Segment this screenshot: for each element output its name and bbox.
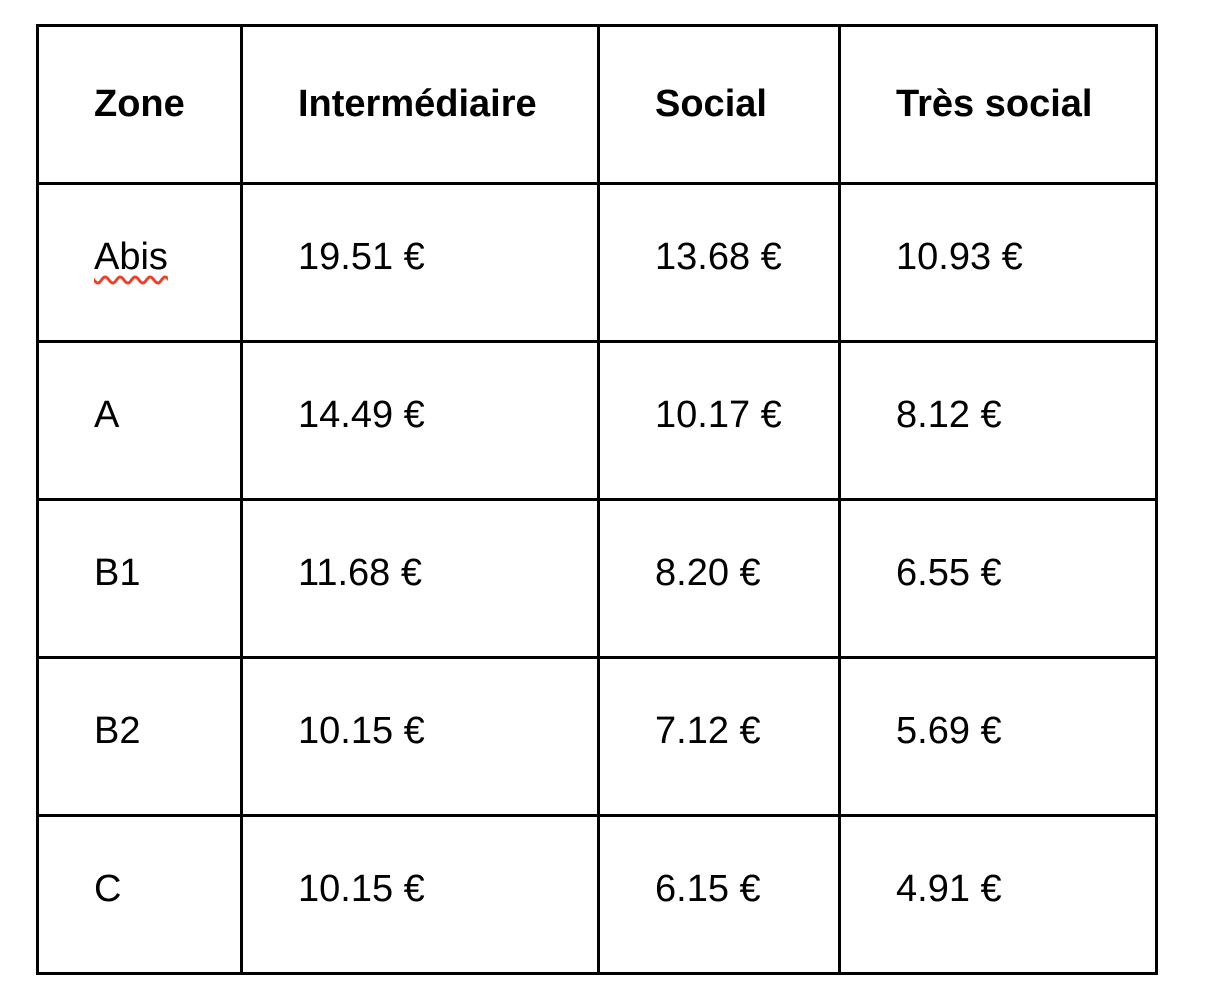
price-cell-tres-social[interactable]: 10.93 € [838, 182, 1158, 343]
table-row-b1: B1 11.68 € 8.20 € 6.55 € [36, 498, 1158, 659]
price-value: 5.69 € [896, 709, 1002, 752]
price-value: 6.15 € [655, 867, 761, 910]
price-cell-intermediaire[interactable]: 19.51 € [240, 182, 600, 343]
zone-cell[interactable]: C [36, 814, 243, 975]
header-row: Zone Intermédiaire Social Très social [36, 24, 1158, 185]
price-cell-intermediaire[interactable]: 10.15 € [240, 814, 600, 975]
price-cell-social[interactable]: 7.12 € [597, 656, 841, 817]
price-value: 19.51 € [298, 235, 425, 278]
zone-cell[interactable]: B2 [36, 656, 243, 817]
table-row-abis: Abis 19.51 € 13.68 € 10.93 € [36, 182, 1158, 343]
price-value: 6.55 € [896, 551, 1002, 594]
price-value: 8.12 € [896, 393, 1002, 436]
price-cell-intermediaire[interactable]: 11.68 € [240, 498, 600, 659]
zone-label: A [94, 393, 120, 436]
header-cell-social[interactable]: Social [597, 24, 841, 185]
zone-label: B1 [94, 551, 141, 594]
header-cell-tres-social[interactable]: Très social [838, 24, 1158, 185]
price-value: 4.91 € [896, 867, 1002, 910]
price-value: 7.12 € [655, 709, 761, 752]
price-cell-intermediaire[interactable]: 10.15 € [240, 656, 600, 817]
price-value: 13.68 € [655, 235, 782, 278]
price-value: 10.17 € [655, 393, 782, 436]
table-row-a: A 14.49 € 10.17 € 8.12 € [36, 340, 1158, 501]
price-cell-social[interactable]: 6.15 € [597, 814, 841, 975]
header-label: Très social [896, 82, 1093, 125]
zone-cell[interactable]: B1 [36, 498, 243, 659]
header-label: Zone [94, 82, 185, 125]
price-cell-tres-social[interactable]: 6.55 € [838, 498, 1158, 659]
price-value: 10.15 € [298, 709, 425, 752]
header-label: Social [655, 82, 767, 125]
table-row-c: C 10.15 € 6.15 € 4.91 € [36, 814, 1158, 975]
zone-cell[interactable]: A [36, 340, 243, 501]
price-value: 14.49 € [298, 393, 425, 436]
price-cell-social[interactable]: 8.20 € [597, 498, 841, 659]
price-cell-tres-social[interactable]: 4.91 € [838, 814, 1158, 975]
price-cell-social[interactable]: 10.17 € [597, 340, 841, 501]
price-value: 10.93 € [896, 235, 1023, 278]
price-value: 10.15 € [298, 867, 425, 910]
zone-label: B2 [94, 709, 141, 752]
header-label: Intermédiaire [298, 82, 537, 125]
zone-cell[interactable]: Abis [36, 182, 243, 343]
price-cell-tres-social[interactable]: 5.69 € [838, 656, 1158, 817]
header-cell-intermediaire[interactable]: Intermédiaire [240, 24, 600, 185]
table-row-b2: B2 10.15 € 7.12 € 5.69 € [36, 656, 1158, 817]
zone-label-misspelled: Abis [94, 235, 168, 278]
price-cell-social[interactable]: 13.68 € [597, 182, 841, 343]
price-value: 8.20 € [655, 551, 761, 594]
price-value: 11.68 € [298, 551, 422, 594]
zone-pricing-table: Zone Intermédiaire Social Très social Ab… [36, 24, 1158, 975]
header-cell-zone[interactable]: Zone [36, 24, 243, 185]
price-cell-tres-social[interactable]: 8.12 € [838, 340, 1158, 501]
price-cell-intermediaire[interactable]: 14.49 € [240, 340, 600, 501]
zone-label: C [94, 867, 122, 910]
